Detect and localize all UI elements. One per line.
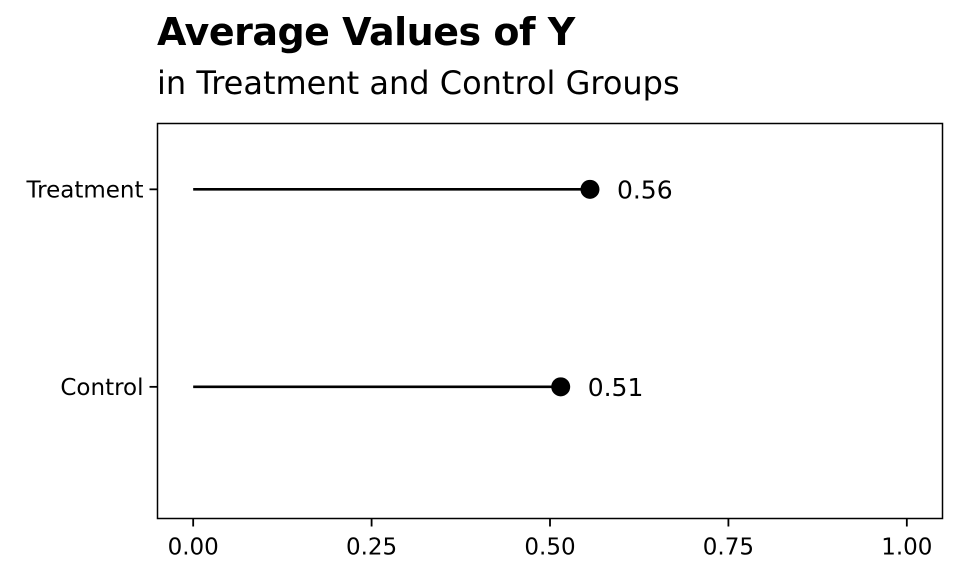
y-category-label: Control — [60, 375, 143, 401]
x-tick-label: 0.25 — [346, 535, 397, 561]
lollipop-point — [580, 179, 600, 199]
chart-subtitle: in Treatment and Control Groups — [157, 64, 680, 102]
value-label: 0.56 — [617, 175, 673, 204]
x-tick-label: 0.75 — [703, 535, 754, 561]
lollipop-marks: 0.56 0.51 — [193, 175, 673, 402]
plot-panel-border — [156, 122, 944, 520]
y-category-label: Treatment — [25, 177, 143, 203]
lollipop-point — [551, 377, 571, 397]
value-label: 0.51 — [588, 373, 644, 402]
x-tick-label: 0.00 — [168, 535, 219, 561]
y-axis: Treatment Control — [25, 177, 158, 401]
x-axis: 0.00 0.25 0.50 0.75 1.00 — [168, 518, 932, 561]
chart-title: Average Values of Y — [157, 10, 575, 54]
x-tick-label: 1.00 — [881, 535, 932, 561]
x-tick-label: 0.50 — [524, 535, 575, 561]
